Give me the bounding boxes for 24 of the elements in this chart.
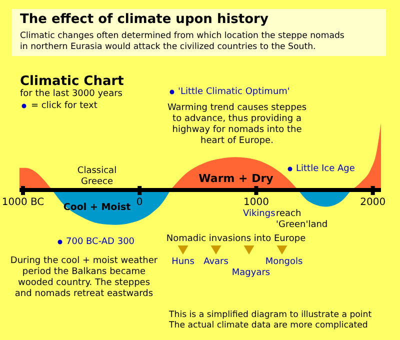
x-tick-label: 0 xyxy=(136,197,143,208)
annotation: Classical Greece xyxy=(77,166,117,187)
text: 700 BC-AD 300 xyxy=(66,237,135,247)
x-tick-label: 2000 xyxy=(360,197,386,208)
text: 'Little Climatic Optimum' xyxy=(178,87,290,97)
annotation: Warming trend causes steppes to advance, thus providing a highway for nomads into the heart of Europe. xyxy=(167,103,307,146)
chart-title: The effect of climate upon history xyxy=(20,12,269,27)
text: During the cool + moist weather period the Balkans became wooded country. The steppes and nomads retreat eastwards xyxy=(10,256,158,299)
x-tick-label: 1000 xyxy=(244,197,269,208)
text: = click for text xyxy=(31,101,98,111)
text: Nomadic invasions into Europe xyxy=(166,234,306,244)
text: Mongols xyxy=(265,257,303,267)
text: Magyars xyxy=(232,268,270,278)
text: Avars xyxy=(204,257,229,267)
annotation: Vikings xyxy=(243,209,276,219)
text: Climatic Chart xyxy=(20,74,124,89)
text: Huns xyxy=(172,257,195,267)
chart-subtitle: Climatic changes often determined from which location the steppe nomads in northern Eurasia would attack the civilized countries to the South. xyxy=(20,31,345,52)
text: for the last 3000 years xyxy=(20,89,123,99)
annotation: Warm + Dry xyxy=(198,172,274,185)
text: This is a simplified diagram to illustrate a point The actual climate data are more complicated xyxy=(168,310,372,331)
annotation: Little Ice Age xyxy=(296,164,356,174)
x-tick-label: 1000 BC xyxy=(2,197,44,208)
annotation: reach 'Green'land xyxy=(276,209,328,230)
